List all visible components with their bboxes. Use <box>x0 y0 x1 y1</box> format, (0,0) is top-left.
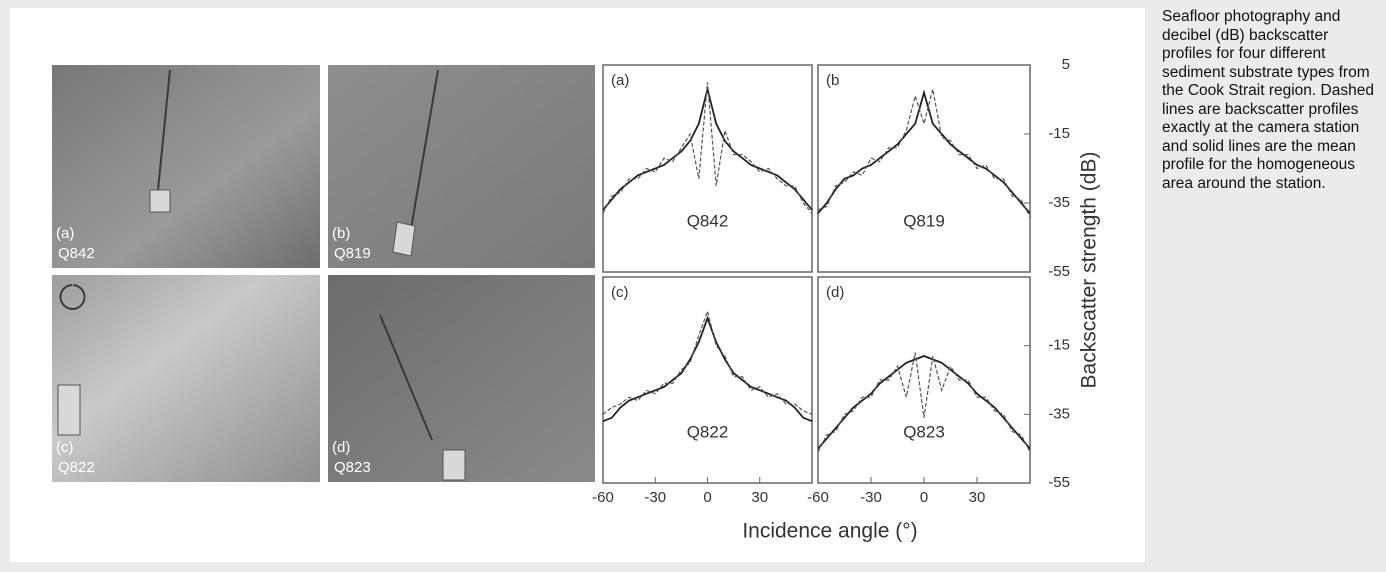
mean-profile <box>817 89 1031 214</box>
y-axis-label: Backscatter strength (dB) <box>1078 152 1101 389</box>
photo-detail <box>57 384 81 436</box>
photo <box>52 275 320 482</box>
y-tick-label: -15 <box>1048 125 1070 142</box>
station-label: Q822 <box>687 422 729 441</box>
panel-label: (b <box>826 72 839 89</box>
photo <box>328 65 595 268</box>
caption: Seafloor photography and decibel (dB) ba… <box>1162 8 1374 192</box>
y-tick-label: -55 <box>1048 474 1070 491</box>
photo-detail <box>157 69 171 191</box>
photo <box>52 65 320 268</box>
panel-label: (d) <box>826 284 844 301</box>
photo-detail <box>59 284 86 310</box>
plot-frame <box>602 64 813 273</box>
panel-label: (a) <box>611 72 629 89</box>
station-profile <box>817 89 1031 218</box>
x-tick-label: -30 <box>860 489 882 506</box>
x-tick-label: 0 <box>703 489 711 506</box>
photo-detail <box>392 221 416 257</box>
y-tick-label: -35 <box>1048 194 1070 211</box>
mean-profile <box>602 315 813 423</box>
panel-label: (c) <box>611 284 629 301</box>
photo-detail <box>442 449 466 481</box>
plot-frame <box>817 276 1031 484</box>
x-tick-label: 0 <box>920 489 928 506</box>
photo-label: (c) <box>56 439 74 456</box>
x-tick-label: -60 <box>807 489 829 506</box>
figure: Incidence angle (°) Backscatter strength… <box>52 56 1101 543</box>
plot-frame <box>817 64 1031 273</box>
photo-label: (b) <box>332 225 350 242</box>
photo-detail <box>409 69 439 236</box>
photo-station: Q842 <box>58 245 95 262</box>
station-profile <box>817 352 1031 453</box>
photo-label: (a) <box>56 225 74 242</box>
y-tick-label: 5 <box>1062 56 1070 73</box>
y-tick-label: -35 <box>1048 405 1070 422</box>
station-label: Q819 <box>903 211 945 230</box>
plot-frame <box>602 276 813 484</box>
photo-detail <box>149 189 171 213</box>
photo-detail <box>379 314 433 441</box>
station-label: Q842 <box>687 211 729 230</box>
photo <box>328 275 595 482</box>
photo-station: Q822 <box>58 459 95 476</box>
y-tick-label: -55 <box>1048 263 1070 280</box>
photo-label: (d) <box>332 439 350 456</box>
station-profile <box>602 309 813 415</box>
photo-station: Q819 <box>334 245 371 262</box>
mean-profile <box>817 355 1031 450</box>
photo-station: Q823 <box>334 459 371 476</box>
y-tick-label: -15 <box>1048 337 1070 354</box>
x-tick-label: -60 <box>592 489 614 506</box>
x-tick-label: -30 <box>644 489 666 506</box>
station-profile <box>602 82 813 214</box>
station-label: Q823 <box>903 422 945 441</box>
x-tick-label: 30 <box>969 489 986 506</box>
x-axis-label: Incidence angle (°) <box>742 520 917 543</box>
x-tick-label: 30 <box>751 489 768 506</box>
